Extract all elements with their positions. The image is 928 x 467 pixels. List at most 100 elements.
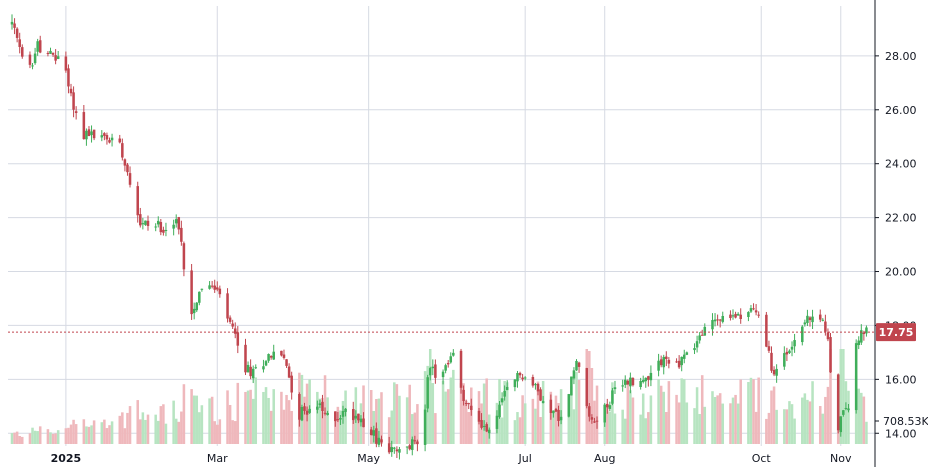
volume-bar: [785, 409, 789, 444]
volume-bar: [54, 433, 57, 444]
volume-bar: [64, 428, 68, 444]
candle-body: [18, 39, 21, 47]
volume-bar: [46, 429, 50, 444]
candle-body: [718, 319, 722, 321]
volume-bar: [408, 384, 411, 444]
volume-bar: [675, 394, 678, 444]
candle-body: [180, 227, 183, 242]
candle-body: [105, 135, 109, 140]
volume-bar: [865, 421, 868, 444]
volume-bar: [208, 398, 211, 444]
candle-body: [31, 65, 34, 67]
candle-body: [20, 47, 24, 57]
candle-body: [164, 229, 168, 231]
volume-bar: [862, 396, 866, 444]
volume-bar: [393, 382, 396, 444]
candle-body: [703, 326, 707, 336]
candle-body: [667, 359, 671, 364]
candle-body: [536, 383, 540, 392]
volume-bar: [108, 425, 111, 444]
volume-bar: [693, 408, 696, 444]
candle-body: [603, 404, 606, 423]
volume-bar: [262, 391, 265, 444]
volume-bar: [695, 387, 699, 444]
volume-bar: [316, 391, 319, 444]
volume-bar: [267, 397, 270, 444]
candle-body: [459, 350, 463, 388]
candle-body: [608, 405, 612, 409]
candle-body: [641, 380, 645, 383]
candle-body: [539, 389, 542, 401]
volume-bar: [716, 395, 719, 444]
candle-body: [90, 131, 93, 136]
volume-bar: [334, 412, 337, 444]
candle-body: [793, 340, 796, 347]
volume-bar: [87, 426, 91, 444]
candle-body: [198, 291, 201, 303]
volume-bar: [123, 428, 127, 444]
volume-bar: [857, 388, 861, 444]
volume-bar: [613, 413, 617, 444]
volume-bar: [590, 367, 594, 444]
candle-body: [100, 135, 104, 138]
candle-body: [56, 56, 60, 59]
candle-body: [308, 408, 311, 413]
candle-body: [231, 323, 234, 327]
candle-body: [470, 405, 473, 410]
volume-bar: [731, 397, 735, 444]
candle-body: [141, 223, 145, 225]
candle-body: [606, 403, 609, 408]
volume-bar: [13, 432, 16, 444]
volume-bar: [485, 378, 488, 444]
candle-body: [395, 449, 399, 452]
volume-bar: [606, 404, 609, 444]
candle-body: [531, 377, 535, 386]
volume-bar: [847, 390, 850, 444]
volume-bar: [505, 382, 509, 444]
volume-bar: [38, 426, 42, 444]
candle-body: [300, 406, 304, 421]
candle-body: [806, 315, 809, 323]
candle-body: [357, 413, 360, 421]
volume-bar: [92, 420, 96, 444]
volume-bar: [110, 421, 114, 444]
candle-body: [503, 390, 506, 397]
volume-bar: [216, 424, 219, 444]
candle-body: [36, 41, 39, 52]
candle-body: [334, 411, 337, 422]
candle-body: [462, 389, 465, 401]
volume-bar: [218, 419, 222, 444]
volume-bar: [72, 419, 75, 444]
volume-bar: [641, 393, 645, 444]
volume-bar: [213, 421, 216, 444]
candle-body: [693, 348, 696, 351]
candle-body: [521, 377, 524, 380]
candle-body: [757, 314, 760, 316]
candle-body: [534, 384, 537, 386]
candle-body: [677, 360, 681, 368]
candle-body: [38, 40, 42, 53]
candle-body: [13, 23, 16, 28]
volume-bar: [269, 410, 273, 444]
y-tick-label: 22.00: [885, 212, 917, 225]
candle-body: [549, 399, 553, 413]
y-tick-label: 24.00: [885, 158, 917, 171]
candle-body: [264, 361, 268, 366]
candle-body: [847, 408, 850, 411]
candle-body: [369, 429, 373, 435]
candle-body: [680, 356, 683, 366]
volume-bar: [49, 432, 52, 444]
candle-body: [480, 420, 483, 428]
y-tick-label: 28.00: [885, 50, 917, 63]
candle-body: [572, 370, 576, 379]
candle-body: [523, 377, 527, 379]
volume-bar: [803, 393, 807, 444]
volume-bar: [198, 412, 201, 444]
candle-body: [218, 288, 222, 295]
candle-body: [228, 317, 232, 322]
candle-body: [842, 410, 845, 415]
volume-bar: [536, 381, 540, 444]
candle-body: [557, 409, 560, 421]
